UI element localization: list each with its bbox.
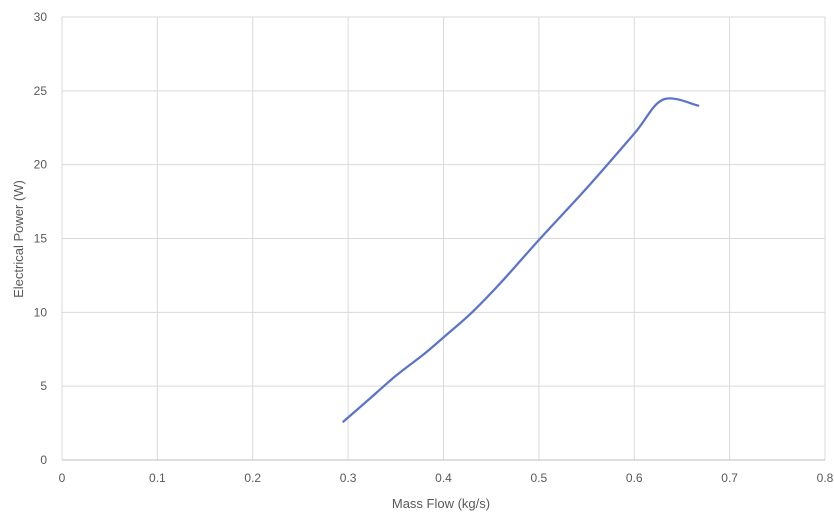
x-axis-title: Mass Flow (kg/s) (392, 496, 490, 511)
y-tick-label: 20 (34, 158, 48, 172)
series-line (342, 97, 700, 423)
y-tick-label: 0 (40, 453, 47, 467)
y-tick-label: 15 (34, 232, 48, 246)
series-layer (342, 97, 700, 423)
y-axis-title: Electrical Power (W) (11, 180, 26, 298)
x-tick-label: 0.4 (435, 471, 452, 485)
x-tick-label: 0.2 (244, 471, 261, 485)
y-tick-label: 25 (34, 84, 48, 98)
labels: Mass Flow (kg/s) Electrical Power (W) (11, 180, 490, 511)
x-tick-label: 0.3 (340, 471, 357, 485)
x-tick-label: 0 (59, 471, 66, 485)
x-tick-label: 0.5 (531, 471, 548, 485)
x-tick-label: 0.1 (149, 471, 166, 485)
x-tick-label: 0.7 (721, 471, 738, 485)
y-tick-label: 5 (40, 379, 47, 393)
grid (61, 16, 826, 461)
axes: 0 0.1 0.2 0.3 0.4 0.5 0.6 0.7 0.8 0 5 10 15 20 25 30 (34, 10, 834, 485)
y-tick-label: 10 (34, 305, 48, 319)
x-tick-label: 0.6 (626, 471, 643, 485)
x-tick-label: 0.8 (817, 471, 834, 485)
y-tick-label: 30 (34, 10, 48, 24)
